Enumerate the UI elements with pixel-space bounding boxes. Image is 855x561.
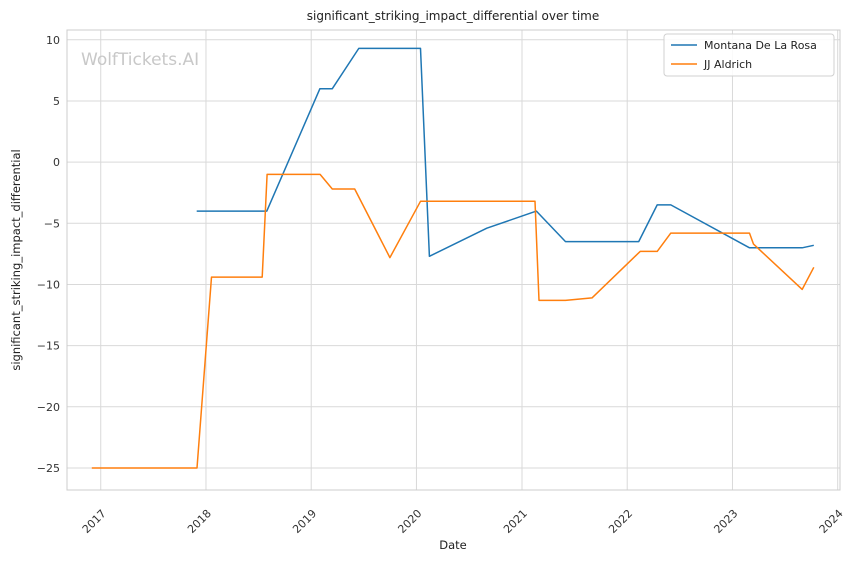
chart-title: significant_striking_impact_differential… — [307, 9, 599, 23]
y-tick-label: −5 — [44, 217, 60, 230]
x-tick-label: 2017 — [80, 507, 109, 536]
y-tick-label: −15 — [37, 340, 60, 353]
grid — [67, 30, 840, 490]
legend: Montana De La Rosa JJ Aldrich — [663, 33, 835, 77]
y-tick-label: −20 — [37, 401, 60, 414]
x-tick-label: 2019 — [290, 507, 319, 536]
y-tick-label: 10 — [46, 34, 60, 47]
y-tick-label: −10 — [37, 278, 60, 291]
x-axis-label: Date — [439, 538, 467, 552]
legend-label-jj-aldrich: JJ Aldrich — [703, 58, 752, 71]
y-axis-label: significant_striking_impact_differential — [9, 149, 23, 370]
series-lines — [91, 47, 815, 469]
y-tick-label: 0 — [53, 156, 60, 169]
x-tick-label: 2021 — [501, 507, 530, 536]
x-tick-label: 2018 — [185, 507, 214, 536]
legend-box — [663, 33, 835, 77]
y-tick-label: 5 — [53, 95, 60, 108]
watermark: WolfTickets.AI — [81, 50, 199, 70]
legend-label-montana-de-la-rosa: Montana De La Rosa — [704, 39, 817, 52]
series-line-jj-aldrich — [91, 173, 815, 469]
series-line-montana-de-la-rosa — [196, 47, 814, 258]
plot-frame — [66, 29, 841, 491]
x-tick-label: 2020 — [395, 507, 424, 536]
x-tick-label: 2023 — [711, 507, 740, 536]
x-tick-label: 2024 — [817, 507, 846, 536]
x-tick-label: 2022 — [606, 507, 635, 536]
y-tick-label: −25 — [37, 462, 60, 475]
